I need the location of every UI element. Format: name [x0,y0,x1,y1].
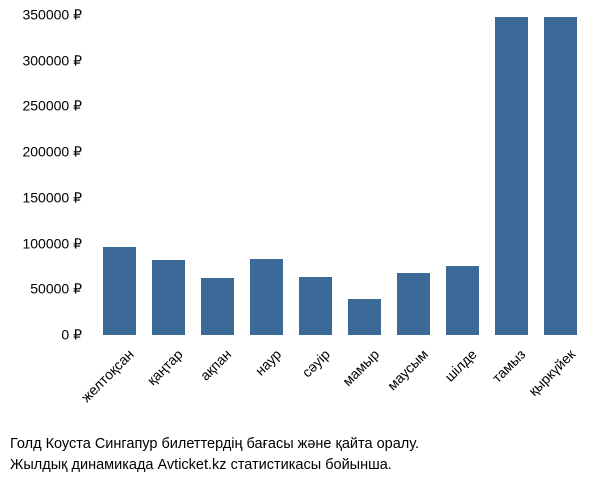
caption-line-1: Голд Коуста Сингапур билеттердің бағасы … [10,434,419,454]
x-tick-label: шілде [441,346,480,385]
y-tick-label: 150000 ₽ [22,189,82,206]
x-tick-label: тамыз [489,346,529,386]
bars-container [95,15,585,335]
chart-plot [95,15,585,335]
y-tick-label: 0 ₽ [61,327,82,344]
x-tick-label: мамыр [339,346,382,389]
y-tick-label: 100000 ₽ [22,235,82,252]
bar [446,266,479,335]
x-tick-label: қыркүйек [525,346,578,399]
x-tick-label: желтоқсан [78,346,137,405]
bar [201,278,234,335]
bar [299,277,332,335]
x-tick-label: маусым [384,346,431,393]
caption: Голд Коуста Сингапур билеттердің бағасы … [10,434,419,475]
bar [397,273,430,335]
bar [152,260,185,335]
y-tick-label: 250000 ₽ [22,98,82,115]
bar [348,299,381,335]
x-axis: желтоқсанқаңтарақпаннаурсәуірмамырмаусым… [95,340,585,440]
x-tick-label: ақпан [197,346,234,383]
bar [103,247,136,335]
x-tick-label: сәуір [298,346,332,380]
bar [495,17,528,335]
bar [250,259,283,335]
x-tick-label: наур [251,346,284,379]
caption-line-2: Жылдық динамикада Avticket.kz статистика… [10,455,419,475]
y-tick-label: 200000 ₽ [22,144,82,161]
y-tick-label: 50000 ₽ [30,281,82,298]
y-axis: 0 ₽50000 ₽100000 ₽150000 ₽200000 ₽250000… [0,15,90,335]
y-tick-label: 350000 ₽ [22,7,82,24]
y-tick-label: 300000 ₽ [22,52,82,69]
x-tick-label: қаңтар [144,346,186,388]
bar [544,17,577,335]
